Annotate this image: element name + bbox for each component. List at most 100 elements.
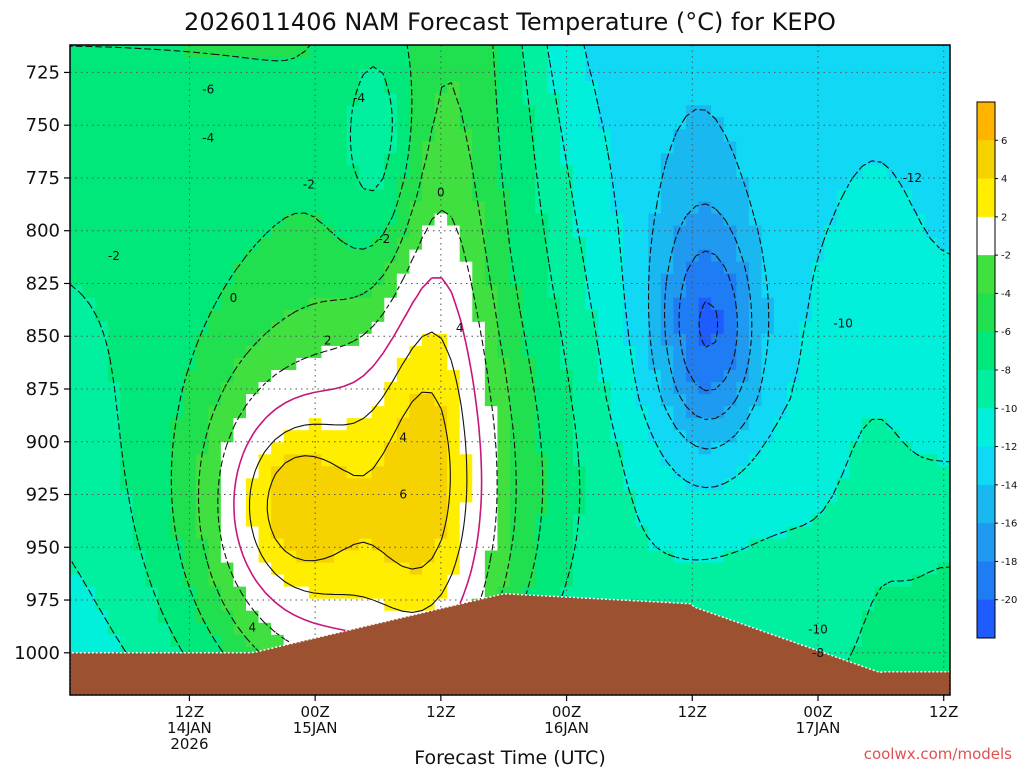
contour-fill-cell (208, 261, 222, 275)
contour-fill-cell (195, 442, 209, 455)
contour-fill-cell (95, 297, 109, 311)
contour-fill-cell (195, 345, 209, 359)
contour-fill-cell (484, 69, 499, 82)
contour-fill-cell (334, 93, 348, 106)
contour-fill-cell (283, 418, 297, 431)
contour-fill-cell (359, 598, 373, 612)
contour-fill-cell (484, 201, 499, 215)
contour-fill-cell (132, 370, 147, 383)
contour-fill-cell (447, 177, 461, 191)
contour-fill-cell (849, 105, 863, 118)
contour-fill-cell (547, 406, 561, 419)
contour-fill-cell (459, 177, 473, 191)
contour-fill-cell (836, 129, 851, 142)
contour-fill-cell (711, 129, 725, 142)
contour-fill-cell (170, 610, 184, 624)
contour-fill-cell (924, 165, 939, 179)
contour-fill-cell (535, 165, 549, 179)
contour-fill-cell (208, 478, 222, 491)
contour-fill-cell (673, 249, 687, 263)
contour-fill-cell (862, 490, 876, 504)
contour-fill-cell (145, 285, 159, 299)
contour-fill-cell (836, 69, 851, 82)
contour-fill-cell (836, 502, 851, 516)
contour-fill-cell (924, 273, 939, 287)
contour-fill-cell (497, 430, 511, 443)
contour-fill-cell (220, 297, 235, 311)
contour-fill-cell (409, 526, 423, 540)
contour-fill-cell (158, 490, 172, 504)
contour-fill-cell (560, 514, 574, 528)
contour-fill-cell (522, 382, 536, 395)
contour-fill-cell (396, 45, 411, 58)
contour-fill-cell (786, 466, 800, 479)
contour-fill-cell (874, 165, 888, 179)
contour-fill-cell (836, 622, 851, 636)
contour-fill-cell (673, 382, 687, 395)
contour-fill-cell (321, 93, 335, 106)
contour-fill-cell (937, 394, 950, 407)
contour-fill-cell (484, 45, 499, 58)
contour-fill-cell (371, 189, 385, 203)
contour-fill-cell (673, 550, 687, 564)
contour-fill-cell (522, 153, 536, 166)
contour-fill-cell (598, 321, 612, 335)
contour-fill-cell (673, 502, 687, 516)
contour-fill-cell (409, 141, 423, 154)
contour-fill-cell (95, 562, 109, 576)
contour-fill-cell (484, 442, 499, 455)
contour-fill-cell (824, 237, 838, 251)
contour-fill-cell (321, 105, 335, 118)
contour-fill-cell (572, 538, 587, 552)
contour-fill-cell (799, 490, 813, 504)
contour-fill-cell (862, 141, 876, 154)
contour-fill-cell (547, 153, 561, 166)
contour-fill-cell (158, 370, 172, 383)
contour-fill-cell (598, 213, 612, 227)
contour-fill-cell (887, 261, 901, 275)
contour-fill-cell (334, 117, 348, 130)
colorbar-tick-label: 4 (1001, 174, 1007, 185)
contour-fill-cell (937, 201, 950, 215)
contour-fill-cell (522, 454, 536, 467)
contour-fill-cell (899, 117, 913, 130)
contour-fill-cell (334, 586, 348, 600)
contour-fill-cell (195, 321, 209, 335)
colorbar-swatch (977, 178, 995, 218)
contour-fill-cell (824, 189, 838, 203)
contour-fill-cell (623, 129, 637, 142)
contour-fill-cell (195, 526, 209, 540)
contour-fill-cell (396, 201, 411, 215)
contour-fill-cell (874, 333, 888, 347)
contour-fill-cell (811, 454, 825, 467)
contour-fill-cell (660, 430, 675, 443)
contour-fill-cell (233, 105, 247, 118)
contour-fill-cell (246, 57, 260, 70)
contour-fill-cell (736, 45, 750, 58)
contour-fill-cell (824, 165, 838, 179)
contour-fill-cell (535, 442, 549, 455)
contour-fill-cell (585, 357, 599, 371)
contour-fill-cell (522, 273, 536, 287)
contour-fill-cell (535, 249, 549, 263)
contour-fill-cell (836, 237, 851, 251)
contour-fill-cell (434, 201, 448, 215)
contour-fill-cell (271, 478, 285, 491)
contour-fill-cell (887, 538, 901, 552)
contour-fill-cell (862, 189, 876, 203)
contour-fill-cell (258, 225, 272, 239)
contour-fill-cell (459, 550, 473, 564)
contour-fill-cell (723, 478, 737, 491)
contour-fill-cell (120, 297, 134, 311)
contour-fill-cell (321, 538, 335, 552)
contour-fill-cell (384, 526, 398, 540)
contour-fill-cell (283, 117, 297, 130)
contour-fill-cell (585, 490, 599, 504)
contour-fill-cell (924, 285, 939, 299)
contour-fill-cell (371, 309, 385, 323)
contour-fill-cell (422, 237, 436, 251)
contour-fill-cell (635, 345, 649, 359)
contour-fill-cell (736, 526, 750, 540)
contour-fill-cell (132, 153, 147, 166)
contour-fill-cell (899, 81, 913, 94)
